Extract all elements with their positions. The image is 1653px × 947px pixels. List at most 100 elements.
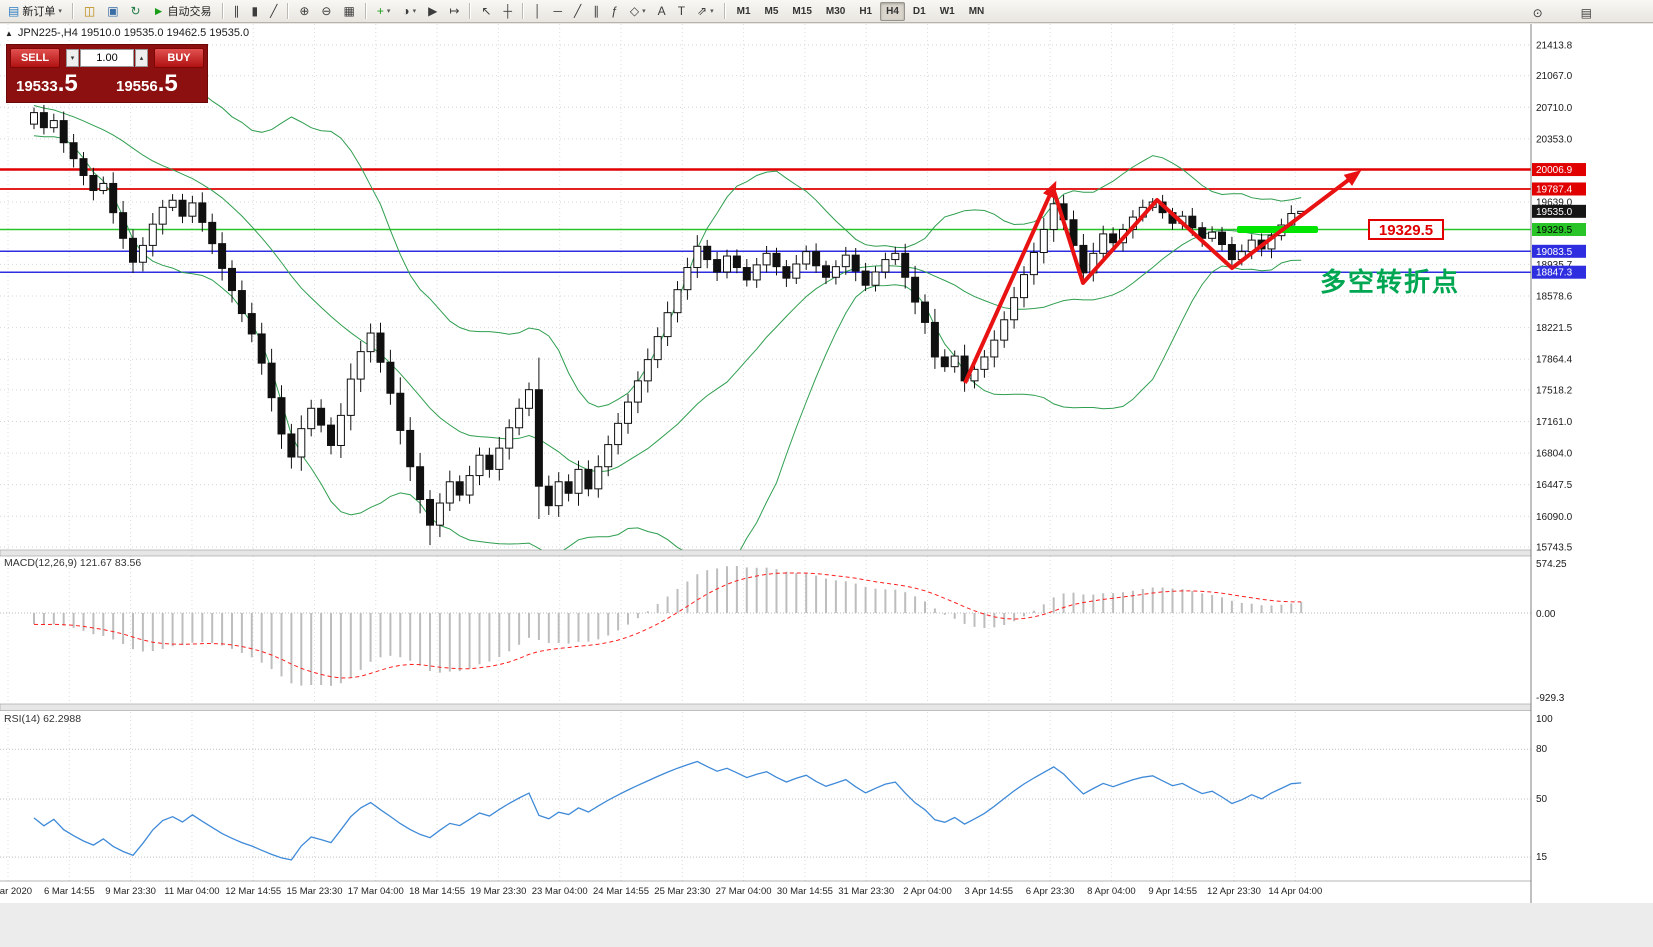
svg-text:2 Apr 04:00: 2 Apr 04:00	[903, 886, 952, 897]
candles-layer	[30, 104, 1306, 546]
cursor-icon: ↖	[481, 4, 492, 18]
toolbar-separator	[364, 3, 367, 19]
crosshair-button[interactable]: ┼	[498, 1, 517, 22]
sell-price[interactable]: 19533.5	[16, 70, 78, 97]
line-chart-type-button[interactable]: ╱	[265, 1, 282, 22]
trend-arrows[interactable]	[963, 170, 1362, 384]
toolbar-separator	[221, 3, 224, 19]
profiles-button[interactable]: ◑ ▾	[397, 1, 421, 22]
horizontal-line-button[interactable]: ─	[548, 1, 567, 22]
support-highlight-line[interactable]	[1237, 226, 1318, 234]
svg-text:30 Mar 14:55: 30 Mar 14:55	[777, 886, 833, 897]
axis-price-marker	[1532, 223, 1586, 237]
svg-text:19083.5: 19083.5	[1536, 247, 1573, 258]
one-click-trading-panel: SELL ▾ ▴ BUY 19533.5 19556.5	[6, 44, 208, 103]
svg-text:21067.0: 21067.0	[1536, 71, 1573, 82]
svg-text:-929.3: -929.3	[1536, 693, 1565, 704]
autotrading-button-label: 自动交易	[167, 6, 212, 18]
timeframe-h1-button[interactable]: H1	[859, 5, 873, 17]
svg-text:21413.8: 21413.8	[1536, 41, 1573, 52]
panel-splitter[interactable]	[0, 549, 1653, 557]
svg-text:9 Mar 23:30: 9 Mar 23:30	[105, 886, 156, 897]
svg-text:574.25: 574.25	[1536, 559, 1567, 570]
time-axis[interactable]: 5 Mar 2020 6 Mar 14:55 9 Mar 23:30 11 Mar 0…	[0, 886, 1322, 897]
data-window-icon: ▣	[107, 4, 119, 18]
arrows-button[interactable]: ⇗ ▾	[692, 1, 719, 22]
svg-text:18221.5: 18221.5	[1536, 323, 1573, 334]
candlestick-type-button[interactable]: ▮	[247, 1, 264, 22]
svg-text:20710.0: 20710.0	[1536, 103, 1573, 114]
timeframe-m15-button[interactable]: M15	[792, 5, 812, 17]
svg-text:17161.0: 17161.0	[1536, 417, 1573, 428]
timeframe-mn-button[interactable]: MN	[968, 5, 985, 17]
lot-size-input[interactable]	[80, 49, 134, 67]
svg-text:3 Apr 14:55: 3 Apr 14:55	[964, 886, 1013, 897]
fibonacci-button[interactable]: ƒ	[606, 1, 623, 22]
text-label-button[interactable]: T	[673, 1, 690, 22]
one-click-collapse-icon[interactable]: ▲	[5, 28, 13, 38]
window-list-icon: ▤	[1580, 5, 1592, 20]
turning-point-note[interactable]: 多空转折点	[1320, 267, 1461, 297]
toolbar-separator	[723, 3, 726, 19]
channel-button[interactable]: ∥	[588, 1, 604, 22]
zoom-in-button[interactable]: ⊕	[294, 1, 314, 22]
magnifier-button[interactable]: ⊙	[1528, 2, 1548, 23]
svg-text:20006.9: 20006.9	[1536, 165, 1573, 176]
timeframe-w1-button[interactable]: W1	[939, 5, 955, 17]
svg-text:16804.0: 16804.0	[1536, 449, 1573, 460]
strategy-tester-button[interactable]: ↻	[126, 1, 146, 22]
svg-text:12 Mar 14:55: 12 Mar 14:55	[225, 886, 281, 897]
svg-text:11 Mar 04:00: 11 Mar 04:00	[164, 886, 219, 897]
vertical-line-icon: │	[533, 4, 542, 18]
timeframe-m1-button[interactable]: M1	[736, 5, 751, 17]
svg-text:80: 80	[1536, 744, 1548, 755]
lot-down-button[interactable]: ▾	[66, 49, 79, 67]
shapes-icon: ◇	[629, 4, 640, 18]
data-window-button[interactable]: ▣	[102, 1, 123, 22]
buy-price[interactable]: 19556.5	[116, 70, 178, 97]
tile-windows-button[interactable]: ▦	[338, 1, 359, 22]
new-order-button[interactable]: ▤ 新订单 ▾	[3, 1, 67, 22]
buy-button[interactable]: BUY	[154, 48, 204, 68]
cursor-button[interactable]: ↖	[476, 1, 496, 22]
svg-text:17518.2: 17518.2	[1536, 385, 1573, 396]
timeframe-h4-button[interactable]: H4	[880, 1, 905, 21]
trendline-button[interactable]: ╱	[569, 1, 586, 22]
auto-scroll-button[interactable]: ▶	[423, 1, 442, 22]
price-axis[interactable]: 21413.8 21067.0 20710.0 20353.0 19639.0 18935…	[1530, 24, 1653, 903]
svg-text:16090.0: 16090.0	[1536, 512, 1573, 523]
shapes-button[interactable]: ◇ ▾	[625, 1, 651, 22]
level-annotation[interactable]: 19329.5	[1368, 219, 1444, 240]
market-watch-button[interactable]: ◫	[79, 1, 100, 22]
caret-down-icon: ▾	[412, 8, 417, 15]
chart-shift-button[interactable]: ↦	[444, 1, 464, 22]
sell-button[interactable]: SELL	[10, 48, 60, 68]
panel-splitter[interactable]	[0, 703, 1653, 711]
crosshair-icon: ┼	[503, 4, 512, 18]
new-chart-button[interactable]: + ▾	[372, 1, 396, 22]
svg-text:19 Mar 23:30: 19 Mar 23:30	[470, 886, 526, 897]
timeframe-d1-button[interactable]: D1	[912, 5, 926, 17]
svg-text:6 Apr 23:30: 6 Apr 23:30	[1026, 886, 1075, 897]
zoom-out-button[interactable]: ⊖	[316, 1, 336, 22]
vertical-line-button[interactable]: │	[529, 1, 547, 22]
chart-shift-icon: ↦	[449, 4, 460, 18]
timeframe-m30-button[interactable]: M30	[825, 5, 846, 17]
window-list-button[interactable]: ▤	[1576, 2, 1597, 23]
autotrading-button[interactable]: ► 自动交易	[148, 1, 217, 22]
fibonacci-icon: ƒ	[611, 4, 618, 18]
svg-text:27 Mar 04:00: 27 Mar 04:00	[716, 886, 772, 897]
chart-title: ▲ JPN225-,H4 19510.0 19535.0 19462.5 195…	[5, 27, 249, 39]
candlestick-type-icon: ▮	[251, 4, 259, 18]
text-button[interactable]: A	[653, 1, 671, 22]
timeframe-m5-button[interactable]: M5	[764, 5, 779, 17]
svg-text:24 Mar 14:55: 24 Mar 14:55	[593, 886, 649, 897]
lot-up-button[interactable]: ▴	[135, 49, 148, 67]
bar-chart-type-button[interactable]: ∥	[229, 1, 245, 22]
symbol-ohlc-text: JPN225-,H4 19510.0 19535.0 19462.5 19535…	[17, 27, 250, 39]
auto-scroll-icon: ▶	[428, 4, 438, 18]
svg-text:8 Apr 04:00: 8 Apr 04:00	[1087, 886, 1136, 897]
trendline-icon: ╱	[574, 4, 582, 18]
